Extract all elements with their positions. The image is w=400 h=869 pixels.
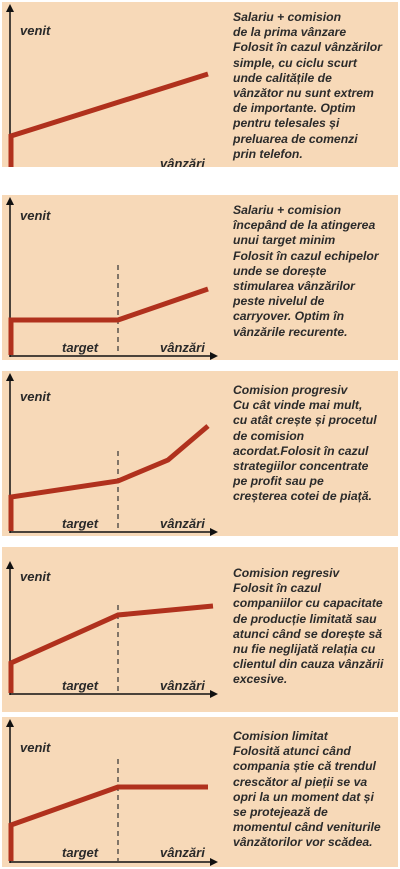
- target-label: target: [62, 845, 99, 860]
- x-axis-label: vânzări: [160, 845, 205, 860]
- description: Salariu + comision începând de la atinge…: [233, 203, 379, 339]
- income-curve: [8, 784, 208, 861]
- target-label: target: [62, 340, 99, 355]
- income-curve: [8, 603, 214, 693]
- description: Comision regresiv Folosit în cazul compa…: [233, 566, 384, 687]
- y-axis-label: venit: [20, 389, 51, 404]
- target-label: target: [62, 678, 99, 693]
- y-axis-arrow-icon: [6, 719, 14, 727]
- y-axis-label: venit: [20, 208, 51, 223]
- description: Comision limitat Folosită atunci când co…: [233, 729, 381, 850]
- description: Salariu + comision de la prima vânzare F…: [233, 10, 382, 161]
- x-axis-label: vânzări: [160, 516, 205, 531]
- x-axis-arrow-icon: [210, 352, 218, 360]
- y-axis-arrow-icon: [6, 197, 14, 205]
- x-axis-arrow-icon: [210, 528, 218, 536]
- y-axis-arrow-icon: [6, 561, 14, 569]
- income-curve: [8, 286, 209, 355]
- x-axis-arrow-icon: [210, 858, 218, 866]
- y-axis-arrow-icon: [6, 373, 14, 381]
- income-curve: [8, 424, 210, 531]
- y-axis-arrow-icon: [6, 4, 14, 12]
- compensation-panel-2: venit target vânzări Salariu + comision …: [2, 195, 398, 360]
- y-axis-label: venit: [20, 23, 51, 38]
- x-axis-arrow-icon: [210, 690, 218, 698]
- chart-4: venit target vânzări: [6, 561, 218, 698]
- target-label: target: [62, 516, 99, 531]
- x-axis-label: vânzări: [160, 678, 205, 693]
- y-axis-label: venit: [20, 740, 51, 755]
- x-axis-label: vânzări: [160, 156, 205, 167]
- chart-1: venit vânzări: [6, 4, 209, 167]
- chart-3: venit target vânzări: [6, 373, 218, 536]
- description: Comision progresiv Cu cât vinde mai mult…: [233, 383, 377, 504]
- y-axis-label: venit: [20, 569, 51, 584]
- compensation-panel-5: venit target vânzări Comision limitat Fo…: [2, 717, 398, 867]
- income-curve: [8, 71, 209, 167]
- compensation-panel-4: venit target vânzări Comision regresiv F…: [2, 547, 398, 712]
- chart-5: venit target vânzări: [6, 719, 218, 866]
- x-axis-label: vânzări: [160, 340, 205, 355]
- compensation-panel-3: venit target vânzări Comision progresiv …: [2, 371, 398, 536]
- chart-2: venit target vânzări: [6, 197, 218, 360]
- compensation-panel-1: venit vânzări Salariu + comision de la p…: [2, 2, 398, 167]
